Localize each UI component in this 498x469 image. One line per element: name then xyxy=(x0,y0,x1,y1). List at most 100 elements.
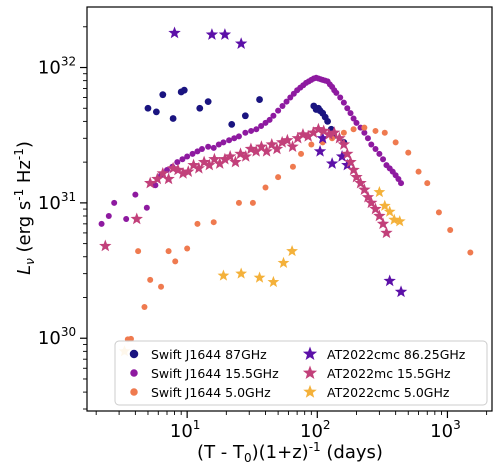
data-point xyxy=(275,174,282,181)
data-point xyxy=(98,220,105,227)
data-point xyxy=(249,199,256,206)
x-tick-exponent: 1 xyxy=(193,418,201,432)
data-point xyxy=(196,104,204,112)
legend-label: AT2022cmc 5.0GHz xyxy=(327,385,450,400)
data-point xyxy=(179,156,186,163)
data-point xyxy=(265,137,278,150)
legend-marker xyxy=(129,349,139,359)
data-point xyxy=(189,150,196,157)
data-point xyxy=(333,131,346,144)
y-tick-exponent: 32 xyxy=(61,55,76,69)
data-point xyxy=(424,180,431,187)
data-point xyxy=(253,126,260,133)
data-point xyxy=(127,335,134,342)
data-point xyxy=(226,137,233,144)
data-point xyxy=(217,269,230,281)
data-point xyxy=(223,150,237,162)
data-point xyxy=(281,133,294,146)
data-point xyxy=(316,131,329,144)
data-point xyxy=(286,140,299,152)
data-point xyxy=(235,199,242,206)
data-point xyxy=(151,172,164,185)
data-point xyxy=(354,176,367,189)
data-point xyxy=(373,185,386,198)
data-point xyxy=(166,161,180,174)
data-point xyxy=(198,146,205,153)
data-point xyxy=(253,271,266,283)
data-point xyxy=(234,37,248,49)
data-point xyxy=(168,26,181,39)
legend-box xyxy=(114,340,488,406)
data-point xyxy=(335,150,349,162)
x-tick-exponent: 3 xyxy=(453,418,461,432)
data-point xyxy=(372,127,379,134)
data-point xyxy=(174,159,181,166)
data-point xyxy=(156,166,169,179)
x-axis-title-sup: -1 xyxy=(309,440,321,454)
data-point xyxy=(381,129,388,136)
data-point xyxy=(130,212,143,225)
data-point xyxy=(369,202,382,215)
data-point xyxy=(392,139,399,146)
data-point xyxy=(344,105,351,112)
data-point xyxy=(350,170,363,183)
data-point xyxy=(313,144,327,157)
data-point xyxy=(182,165,195,177)
data-point xyxy=(162,172,175,185)
data-point xyxy=(180,86,188,94)
data-point xyxy=(415,168,422,175)
y-tick-label: 1032 xyxy=(38,55,76,79)
x-axis-title: (T - T0)(1+z)-1 (days) xyxy=(197,440,383,465)
data-point xyxy=(358,183,371,196)
data-point xyxy=(289,163,296,170)
data-point xyxy=(325,157,339,169)
data-point xyxy=(361,190,375,203)
y-axis-title-sup: -1 xyxy=(12,189,26,201)
data-point xyxy=(203,158,216,171)
data-point xyxy=(378,199,391,211)
x-axis-title-part: )(1+z) xyxy=(252,442,309,463)
data-point xyxy=(235,133,242,140)
series-at2022mc-15-5ghz xyxy=(99,122,393,252)
legend-marker xyxy=(303,384,317,398)
data-point xyxy=(123,216,130,223)
data-point xyxy=(231,135,238,142)
legend-item: Swift J1644 87GHz xyxy=(129,347,267,362)
data-point xyxy=(337,94,344,101)
data-point xyxy=(270,142,284,155)
data-point xyxy=(165,248,172,255)
x-tick-label: 101 xyxy=(170,418,201,442)
data-point xyxy=(287,94,294,101)
data-point xyxy=(205,28,219,40)
data-point xyxy=(340,129,347,136)
data-point xyxy=(328,126,341,138)
data-point xyxy=(344,155,357,168)
legend-item: Swift J1644 15.5GHz xyxy=(130,366,279,381)
data-point xyxy=(383,274,396,287)
series-at2022cmc-86-25ghz xyxy=(168,26,408,298)
x-tick-label: 103 xyxy=(430,418,461,442)
data-point xyxy=(435,209,442,216)
legend-item: Swift J1644 5.0GHz xyxy=(130,385,271,400)
data-point xyxy=(364,135,371,142)
y-tick-exponent: 30 xyxy=(61,325,76,339)
legend-item: AT2022cmc 86.25GHz xyxy=(302,346,466,362)
data-point xyxy=(376,150,383,157)
data-point xyxy=(248,127,255,134)
y-axis-title-sup: -1 xyxy=(12,148,26,160)
y-tick-exponent: 31 xyxy=(61,190,76,204)
data-point xyxy=(286,244,298,257)
data-point xyxy=(317,124,330,137)
data-point xyxy=(260,144,273,157)
data-point xyxy=(205,143,212,150)
data-point xyxy=(172,258,179,265)
data-point xyxy=(218,152,232,165)
data-point xyxy=(340,99,347,106)
data-point xyxy=(152,108,160,116)
data-point xyxy=(135,248,142,255)
data-point xyxy=(283,98,290,105)
y-axis-title-part: (erg s xyxy=(14,201,35,258)
data-point xyxy=(204,98,212,106)
y-tick-base: 10 xyxy=(38,328,61,349)
